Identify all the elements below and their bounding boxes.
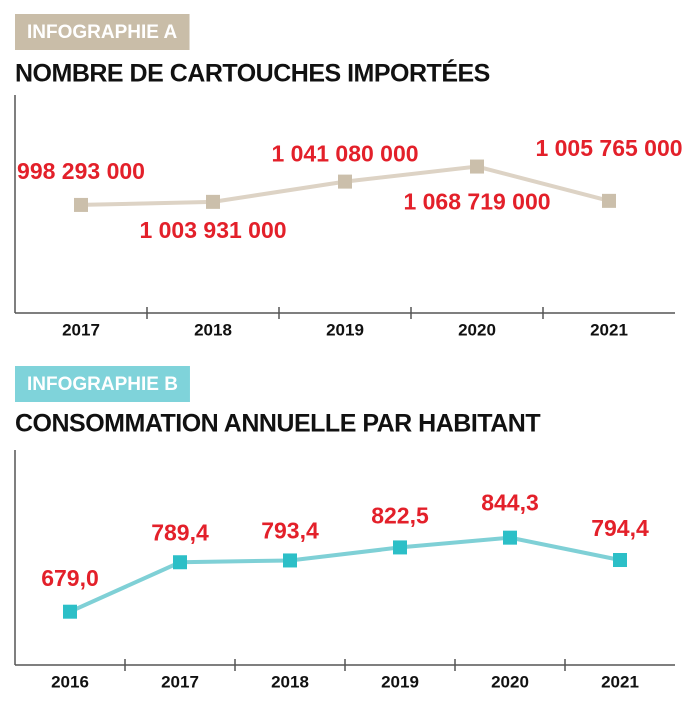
x-tick-label: 2020 (458, 320, 496, 339)
value-label: 789,4 (151, 519, 209, 545)
value-label: 1 003 931 000 (139, 217, 286, 243)
value-label: 1 068 719 000 (403, 189, 550, 215)
x-tick-label: 2016 (51, 672, 89, 691)
x-tick-label: 2021 (590, 320, 628, 339)
marker (173, 555, 187, 570)
badge-background (15, 366, 190, 402)
badge: INFOGRAPHIE B (27, 374, 178, 395)
value-label: 998 293 000 (17, 158, 145, 184)
chart-title: NOMBRE DE CARTOUCHES IMPORTÉES (15, 59, 490, 88)
value-label: 679,0 (41, 565, 99, 591)
value-label: 844,3 (481, 490, 539, 516)
value-label: 793,4 (261, 518, 319, 544)
marker (393, 540, 407, 555)
badge: INFOGRAPHIE A (27, 22, 178, 43)
badge-background (15, 14, 190, 50)
marker (602, 193, 616, 208)
marker (283, 553, 297, 568)
x-tick-label: 2018 (194, 320, 232, 339)
marker (503, 530, 517, 545)
marker (206, 194, 220, 209)
marker (613, 553, 627, 568)
data-line (69, 535, 621, 614)
marker (63, 604, 77, 619)
x-tick-label: 2020 (491, 672, 529, 691)
marker (74, 197, 88, 212)
marker (338, 174, 352, 189)
value-label: 794,4 (591, 515, 649, 541)
value-label: 1 041 080 000 (271, 141, 418, 167)
x-tick-label: 2018 (271, 672, 309, 691)
x-tick-label: 2021 (601, 672, 639, 691)
marker (470, 159, 484, 174)
x-tick-label: 2019 (381, 672, 419, 691)
value-label: 1 005 765 000 (535, 135, 682, 161)
x-tick-label: 2019 (326, 320, 364, 339)
value-label: 822,5 (371, 503, 429, 529)
x-tick-label: 2017 (62, 320, 100, 339)
x-tick-label: 2017 (161, 672, 199, 691)
chart-title: CONSOMMATION ANNUELLE PAR HABITANT (15, 410, 540, 438)
